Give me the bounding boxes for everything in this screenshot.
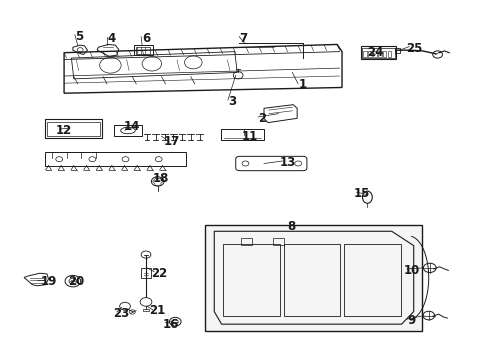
Text: 10: 10 [403,264,419,277]
Text: 6: 6 [142,32,150,45]
Text: 24: 24 [366,46,383,59]
Text: 21: 21 [149,305,165,318]
Text: 19: 19 [40,275,57,288]
Text: 17: 17 [163,135,179,148]
Text: 1: 1 [298,78,306,91]
Bar [367,50,371,57]
Bar [134,45,153,55]
Text: 23: 23 [113,307,129,320]
Text: 13: 13 [279,156,295,169]
Text: 20: 20 [68,275,84,288]
Bar [205,225,422,330]
Text: 3: 3 [228,95,236,108]
Text: 7: 7 [239,32,247,45]
Text: 14: 14 [124,121,140,134]
Bar [114,125,142,136]
Bar [361,48,394,58]
Text: 15: 15 [353,187,369,200]
Bar [387,50,390,57]
Bar [143,309,149,311]
Text: 8: 8 [286,220,295,233]
Bar [283,244,340,316]
Bar [44,152,185,166]
Text: 18: 18 [152,172,168,185]
Bar [344,244,400,316]
Bar [360,46,395,59]
Text: 2: 2 [258,112,266,125]
Text: 11: 11 [241,130,257,144]
Bar [136,47,150,54]
Text: 22: 22 [151,267,167,280]
Bar [47,122,100,136]
Text: 12: 12 [56,124,72,137]
Bar [141,267,151,278]
Text: 9: 9 [407,314,415,327]
Bar [241,238,251,245]
Text: 16: 16 [162,318,178,331]
Text: 4: 4 [107,32,116,45]
Text: 5: 5 [76,30,83,43]
Bar [382,50,386,57]
Text: 25: 25 [405,41,422,54]
Bar [394,48,399,53]
Bar [44,119,102,138]
Bar [223,244,279,316]
Bar [221,129,264,140]
Bar [363,50,366,57]
Bar [377,50,381,57]
Bar [372,50,376,57]
Bar [272,238,283,245]
